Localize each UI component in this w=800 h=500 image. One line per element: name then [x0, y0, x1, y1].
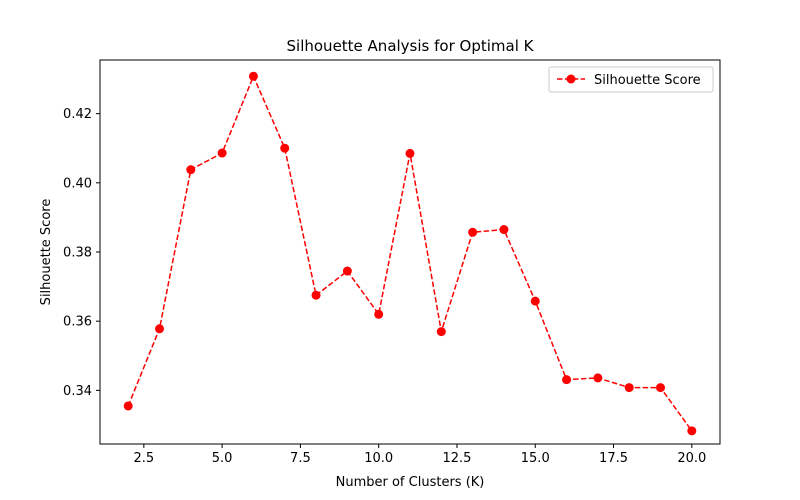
- x-tick-label: 7.5: [290, 451, 311, 466]
- x-tick-label: 5.0: [212, 451, 233, 466]
- data-point: [562, 375, 572, 385]
- data-point: [374, 309, 384, 319]
- x-tick-label: 15.0: [521, 451, 550, 466]
- x-tick-label: 17.5: [599, 451, 628, 466]
- x-tick-label: 12.5: [442, 451, 471, 466]
- x-axis-label: Number of Clusters (K): [336, 475, 485, 490]
- data-point: [405, 148, 415, 158]
- data-point: [499, 225, 509, 235]
- y-tick-label: 0.40: [63, 176, 92, 191]
- y-tick-label: 0.42: [63, 107, 92, 122]
- data-point: [624, 383, 634, 393]
- series-line: [127, 74, 693, 432]
- data-point: [530, 296, 540, 306]
- y-tick-label: 0.34: [63, 384, 92, 399]
- data-point: [280, 143, 290, 153]
- legend: Silhouette Score: [548, 66, 714, 93]
- y-axis-ticks: 0.34 0.36 0.38 0.40 0.42: [63, 107, 100, 399]
- x-tick-label: 10.0: [364, 451, 393, 466]
- y-tick-label: 0.36: [63, 315, 92, 330]
- legend-label: Silhouette Score: [594, 73, 701, 88]
- data-point: [154, 324, 164, 334]
- data-point: [687, 426, 697, 436]
- data-point: [123, 401, 133, 411]
- y-axis-label: Silhouette Score: [39, 199, 54, 306]
- x-tick-label: 20.0: [677, 451, 706, 466]
- legend-marker: [566, 74, 576, 84]
- data-point: [248, 71, 258, 81]
- data-point: [468, 227, 478, 237]
- data-point: [342, 266, 352, 276]
- data-point: [217, 148, 227, 158]
- plot-marks: [123, 71, 697, 436]
- data-point: [186, 165, 196, 175]
- x-tick-label: 2.5: [133, 451, 154, 466]
- y-tick-label: 0.38: [63, 246, 92, 261]
- x-axis-ticks: 2.5 5.0 7.5 10.0 12.5 15.0 17.5 20.0: [133, 444, 706, 466]
- data-point: [436, 327, 446, 337]
- legend-box: [548, 66, 714, 93]
- data-point: [311, 290, 321, 300]
- data-point: [593, 373, 603, 383]
- chart-title: Silhouette Analysis for Optimal K: [287, 37, 535, 55]
- data-point: [656, 383, 666, 393]
